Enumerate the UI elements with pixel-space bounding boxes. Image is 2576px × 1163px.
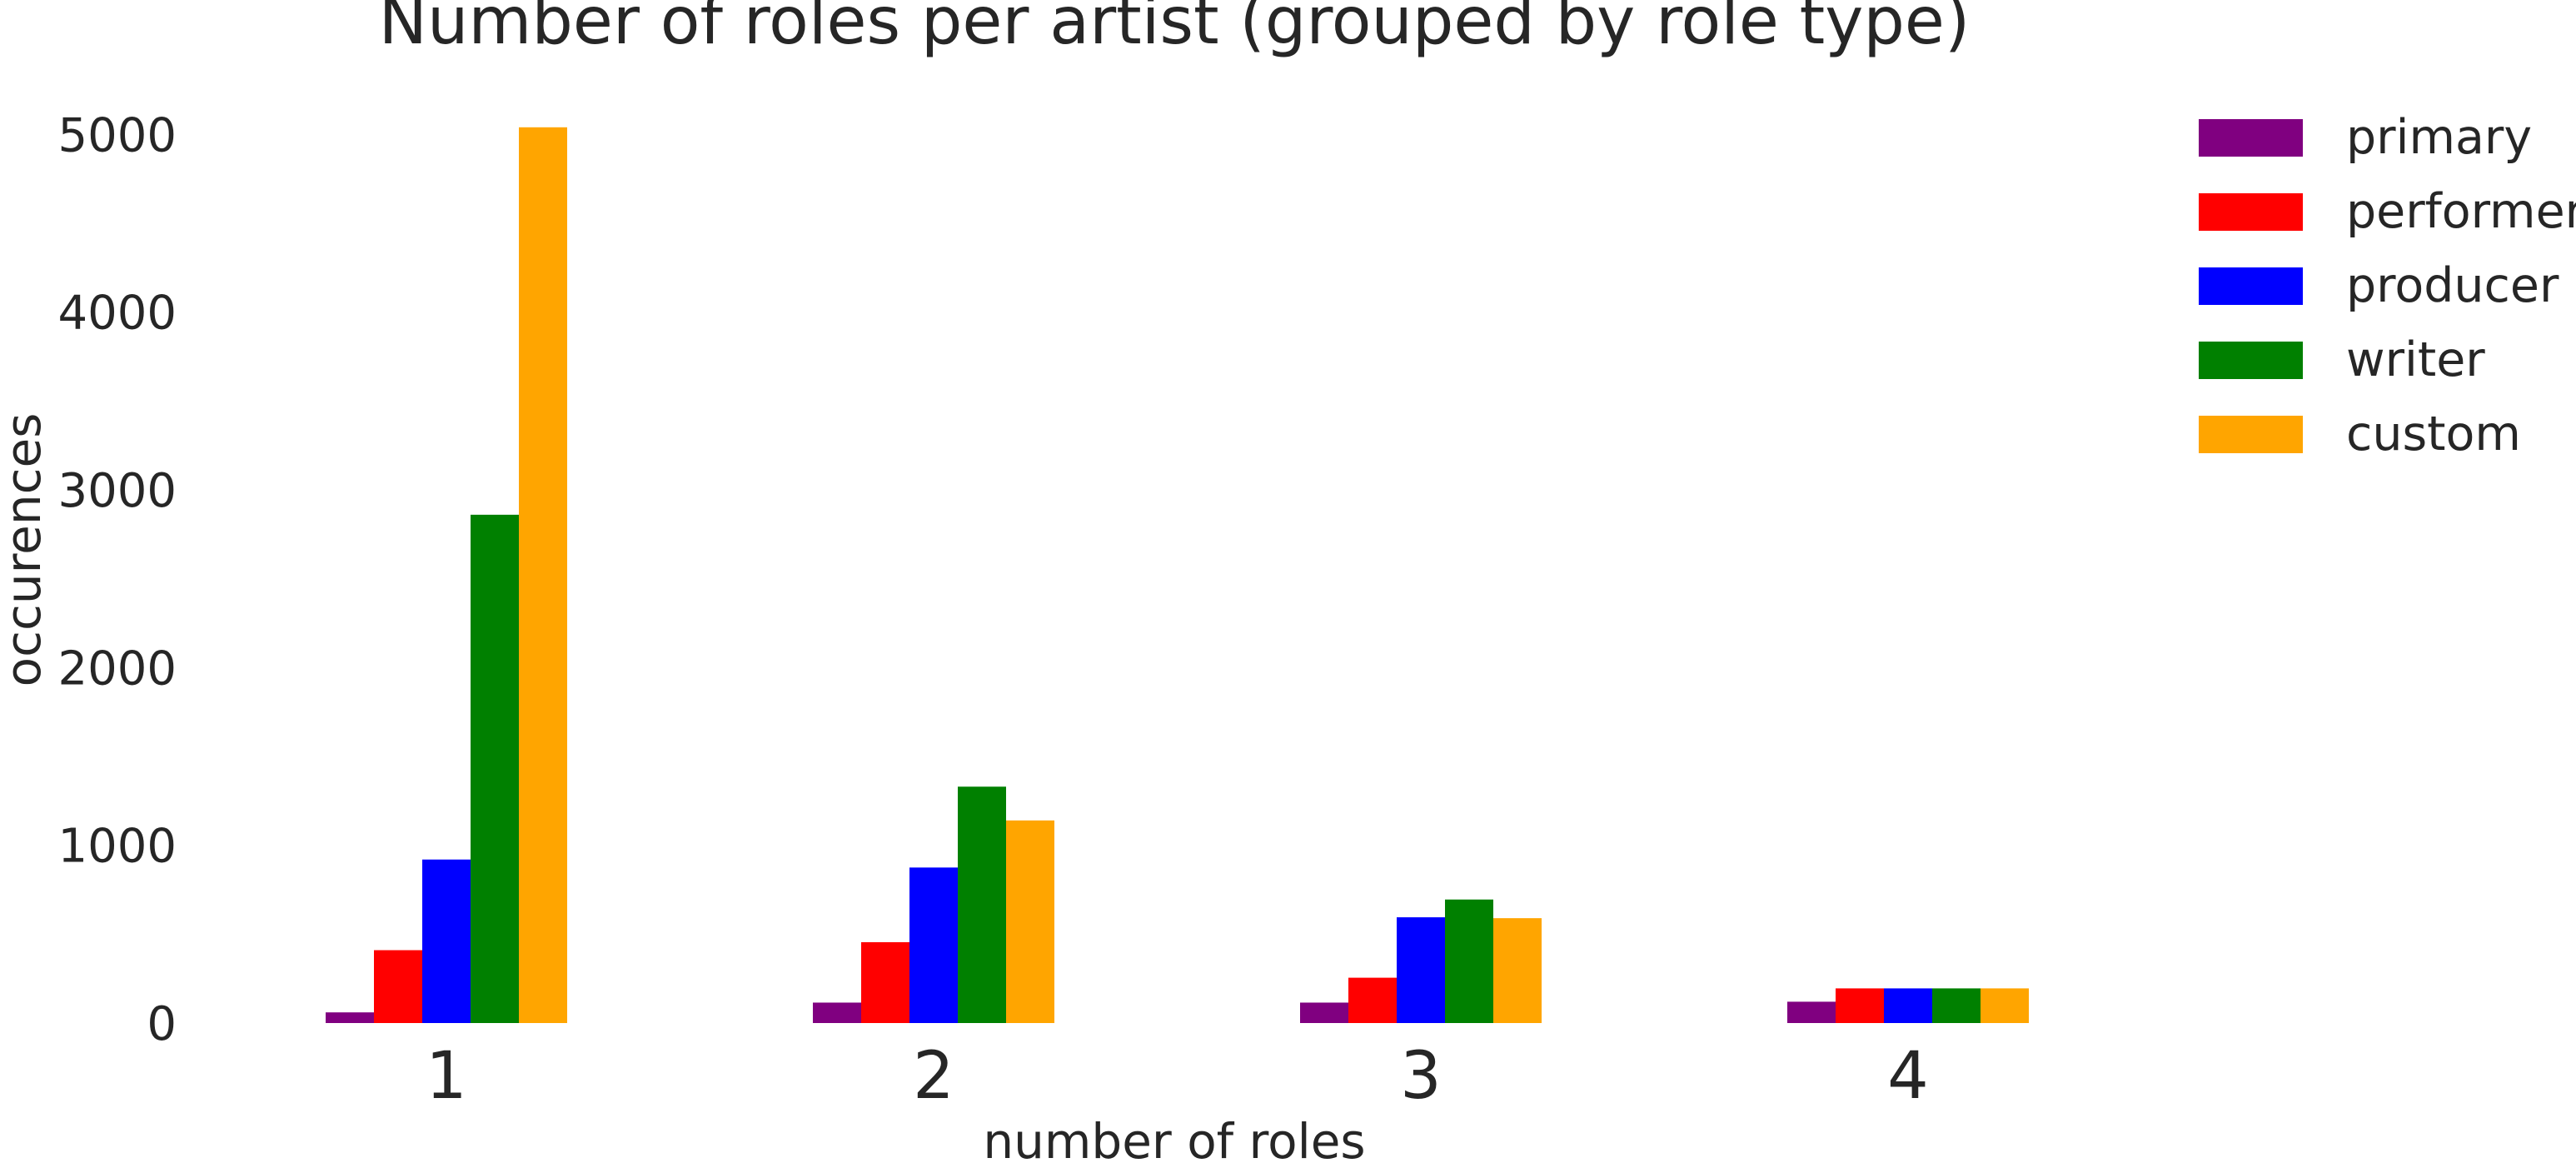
- legend-label-producer: producer: [2346, 258, 2559, 313]
- bar-custom-1: [519, 127, 567, 1023]
- y-tick-label: 2000: [57, 641, 177, 696]
- bar-performer-1: [374, 950, 422, 1023]
- y-tick-label: 5000: [57, 108, 177, 162]
- legend-swatch-performer: [2199, 193, 2303, 231]
- x-tick-label: 4: [1887, 1039, 1929, 1114]
- legend: primary performer producer writer custom: [2199, 110, 2576, 462]
- y-axis-label: occurences: [0, 413, 52, 687]
- x-tick-label: 1: [426, 1039, 467, 1114]
- bar-writer-2: [958, 786, 1006, 1023]
- legend-label-primary: primary: [2346, 110, 2532, 165]
- x-tick-label: 3: [1400, 1039, 1442, 1114]
- bar-performer-2: [861, 941, 909, 1023]
- legend-label-writer: writer: [2346, 332, 2485, 387]
- y-tick-label: 4000: [57, 287, 177, 341]
- y-tick-label: 1000: [57, 820, 177, 874]
- bar-writer-4: [1932, 988, 1981, 1023]
- bar-producer-4: [1884, 988, 1932, 1023]
- bar-writer-3: [1445, 899, 1493, 1023]
- bar-custom-4: [1981, 988, 2029, 1023]
- x-axis-label: number of roles: [983, 1113, 1365, 1163]
- bar-performer-4: [1836, 988, 1884, 1023]
- legend-swatch-primary: [2199, 119, 2303, 157]
- legend-swatch-writer: [2199, 342, 2303, 379]
- x-axis-ticks: 1 2 3 4: [426, 1039, 1929, 1114]
- chart-title: Number of roles per artist (grouped by r…: [379, 0, 1971, 59]
- bar-custom-3: [1493, 918, 1542, 1023]
- bar-primary-1: [326, 1012, 374, 1023]
- bar-primary-3: [1300, 1002, 1348, 1023]
- legend-label-custom: custom: [2346, 407, 2521, 462]
- bar-producer-3: [1397, 917, 1445, 1023]
- bars: [326, 127, 2029, 1023]
- legend-label-performer: performer: [2346, 184, 2576, 239]
- legend-swatch-producer: [2199, 267, 2303, 305]
- bar-performer-3: [1348, 977, 1397, 1023]
- y-axis-ticks: 0 1000 2000 3000 4000 5000: [57, 108, 177, 1051]
- y-tick-label: 3000: [57, 464, 177, 518]
- bar-producer-2: [909, 867, 958, 1023]
- bar-custom-2: [1006, 820, 1054, 1023]
- x-tick-label: 2: [913, 1039, 954, 1114]
- y-tick-label: 0: [147, 997, 177, 1051]
- bar-producer-1: [422, 859, 471, 1023]
- legend-swatch-custom: [2199, 416, 2303, 453]
- bar-writer-1: [471, 514, 519, 1023]
- bar-primary-2: [813, 1002, 861, 1023]
- bar-primary-4: [1787, 1001, 1836, 1023]
